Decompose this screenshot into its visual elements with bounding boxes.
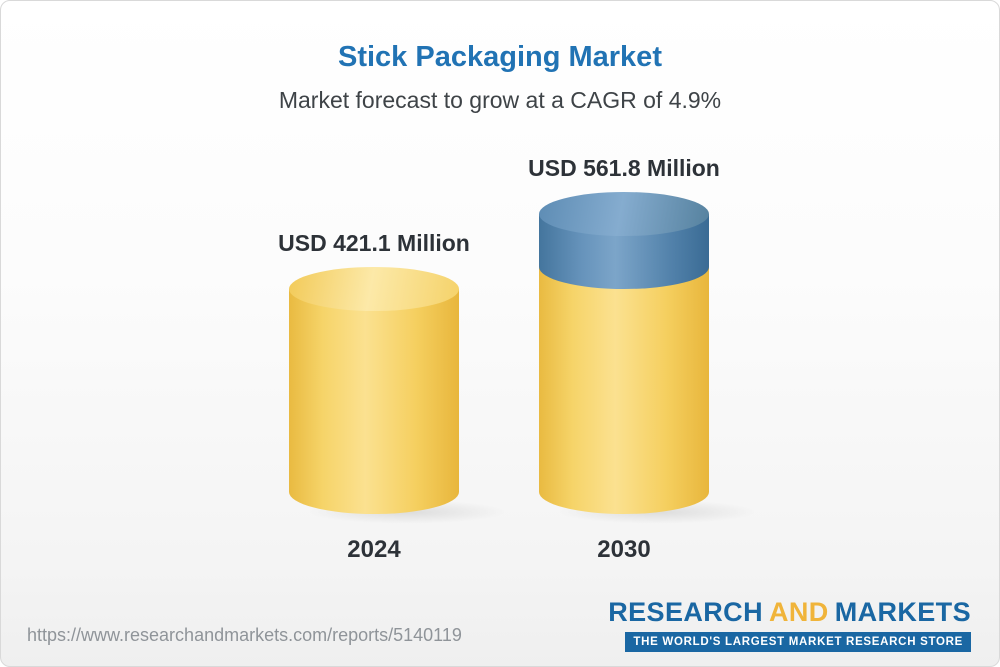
base-segment-2024	[289, 289, 459, 514]
page-title: Stick Packaging Market	[338, 41, 662, 73]
cylinder-2024	[289, 267, 459, 514]
category-label-2030: 2030	[597, 536, 651, 563]
value-label-2030: USD 561.8 Million	[528, 155, 720, 181]
cylinder-2030	[539, 192, 709, 514]
logo-tagline: THE WORLD'S LARGEST MARKET RESEARCH STOR…	[625, 632, 971, 652]
logo-word-and: AND	[768, 597, 829, 627]
page-subtitle: Market forecast to grow at a CAGR of 4.9…	[278, 87, 722, 113]
logo-word-markets: MARKETS	[834, 597, 971, 627]
base-segment-2030	[539, 259, 709, 514]
category-label-2024: 2024	[347, 536, 401, 563]
cylinder-top-2024	[289, 267, 459, 311]
report-url: https://www.researchandmarkets.com/repor…	[27, 625, 462, 645]
logo-word-research: RESEARCH	[608, 597, 763, 627]
cylinder-top-2030	[539, 192, 709, 236]
logo-wordmark: RESEARCH AND MARKETS	[608, 597, 971, 628]
value-label-2024: USD 421.1 Million	[278, 230, 470, 256]
research-and-markets-logo: RESEARCH AND MARKETS THE WORLD'S LARGEST M…	[608, 597, 971, 652]
